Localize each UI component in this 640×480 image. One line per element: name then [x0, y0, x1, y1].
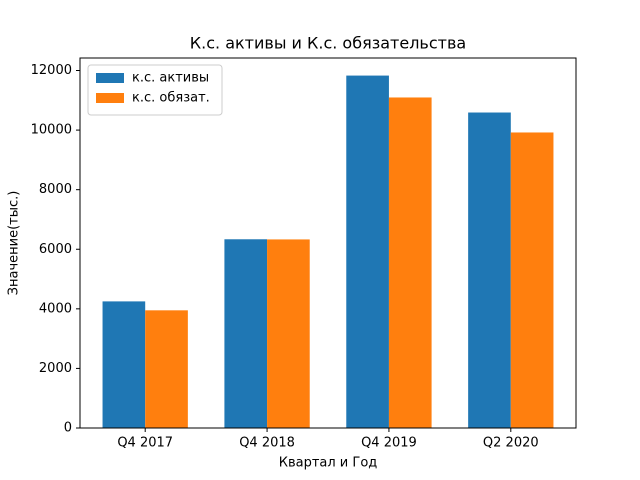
legend-label: к.с. обязат.	[132, 91, 210, 106]
bar	[388, 97, 432, 428]
bar	[267, 239, 310, 428]
y-tick-label: 10000	[31, 123, 72, 138]
x-tick-label: Q4 2018	[239, 436, 295, 451]
bar	[346, 75, 389, 429]
bar	[224, 239, 268, 428]
x-tick-label: Q2 2020	[483, 436, 539, 451]
y-tick-label: 6000	[39, 242, 72, 257]
bar	[145, 310, 188, 428]
y-tick-label: 0	[64, 421, 72, 436]
bar	[468, 112, 511, 428]
x-tick-label: Q4 2017	[117, 436, 173, 451]
y-axis-label: Значение(тыс.)	[7, 191, 22, 296]
y-tick-label: 8000	[39, 182, 72, 197]
y-tick-label: 4000	[39, 301, 72, 316]
y-tick-label: 2000	[39, 361, 72, 376]
legend-swatch	[96, 73, 124, 83]
x-tick-label: Q4 2019	[361, 436, 417, 451]
y-tick-label: 12000	[31, 63, 72, 78]
plot-frame	[79, 57, 577, 429]
bar	[102, 301, 146, 428]
bar	[510, 132, 554, 428]
legend-label: к.с. активы	[132, 71, 209, 86]
chart-title: К.с. активы и К.с. обязательства	[190, 34, 466, 53]
legend-swatch	[96, 93, 124, 103]
x-axis-label: Квартал и Год	[279, 456, 378, 471]
